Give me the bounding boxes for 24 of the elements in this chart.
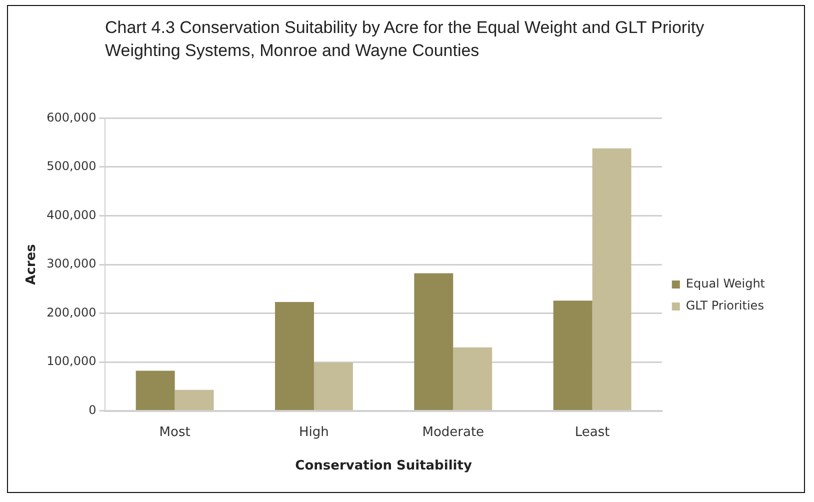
legend-label: Equal Weight <box>686 276 766 291</box>
y-axis-title: Acres <box>24 244 40 285</box>
legend-label: GLT Priorities <box>686 298 764 313</box>
bar <box>453 347 492 410</box>
y-tick-label: 300,000 <box>46 256 96 271</box>
x-tick-label: Least <box>574 424 610 440</box>
bar <box>275 302 314 410</box>
chart-title: Chart 4.3 Conservation Suitability by Acre for the Equal Weight and GLT Priority Weighting Systems, Monroe and Wayne Counties <box>105 17 706 62</box>
bar <box>414 273 454 410</box>
x-tick-label: High <box>299 424 329 440</box>
y-tick-label: 500,000 <box>46 159 96 174</box>
y-tick-label: 400,000 <box>46 208 96 222</box>
y-tick-label: 600,000 <box>46 110 96 124</box>
x-tick-label: Moderate <box>422 424 484 440</box>
bar <box>314 362 353 410</box>
y-tick-label: 0 <box>88 402 96 417</box>
bar <box>174 390 214 410</box>
y-tick-label: 100,000 <box>46 354 96 368</box>
bar <box>553 300 592 410</box>
x-tick-label: Most <box>159 424 190 440</box>
x-axis-title: Conservation Suitability <box>295 458 472 474</box>
y-tick-label: 200,000 <box>46 305 96 320</box>
bar <box>592 148 632 410</box>
bar <box>136 370 175 410</box>
